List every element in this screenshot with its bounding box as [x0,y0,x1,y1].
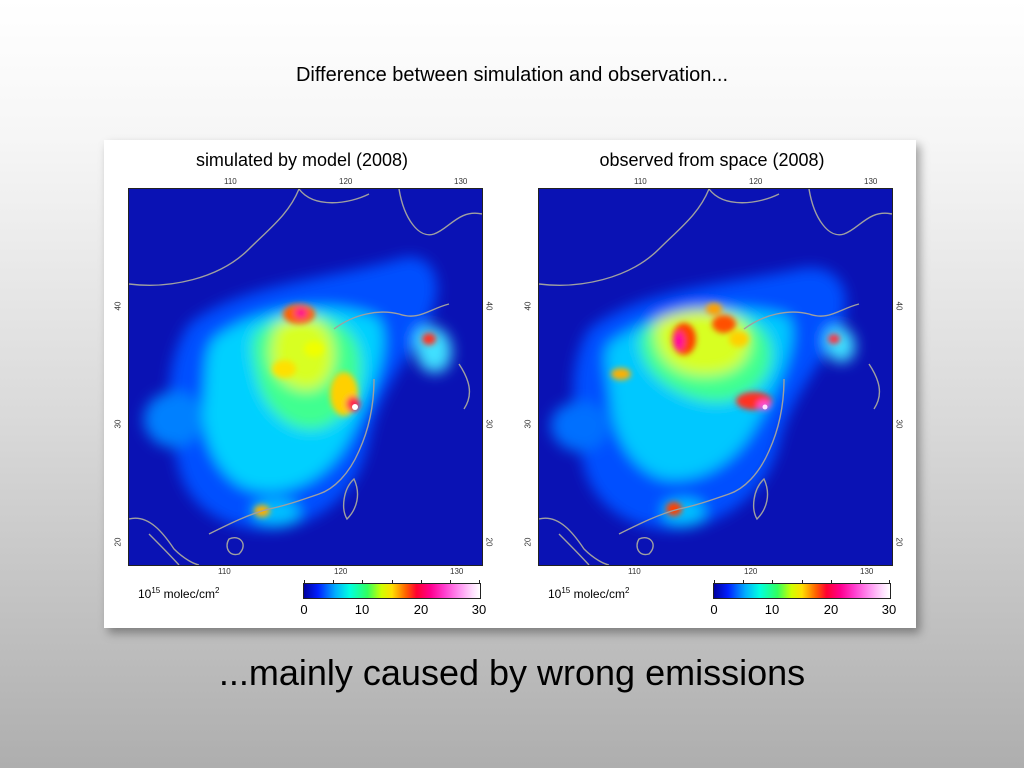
lon-tick-top: 130 [864,177,878,186]
colorbar [713,580,891,599]
slide-title: Difference between simulation and observ… [295,64,729,86]
no2-map-image [539,189,892,565]
panel-observed: observed from space (2008) 110 120 130 4… [522,140,922,628]
lon-tick-top: 120 [339,177,353,186]
lon-tick-bottom: 110 [628,567,641,576]
lat-tick-left: 20 [523,537,533,547]
lat-tick-left: 30 [113,419,123,429]
colorbar-label: 20 [413,602,429,617]
colorbar-label: 10 [764,602,780,617]
unit-label: 1015 molec/cm2 [548,586,630,601]
colorbar-label: 10 [354,602,370,617]
colorbar-label: 30 [471,602,487,617]
lat-tick-right: 40 [484,301,494,311]
panel-simulated: simulated by model (2008) 110 120 130 40… [112,140,512,628]
lon-tick-bottom: 130 [860,567,874,576]
colorbar-label: 0 [710,602,718,617]
panel-title: observed from space (2008) [599,150,825,170]
colorbar-label: 20 [823,602,839,617]
colorbar-label: 0 [300,602,308,617]
lat-tick-right: 30 [484,419,494,429]
lon-tick-bottom: 110 [218,567,231,576]
no2-map-simulated [128,188,483,566]
lon-tick-top: 110 [634,177,647,186]
lon-tick-bottom: 120 [334,567,348,576]
lat-tick-left: 40 [523,301,533,311]
lat-tick-left: 20 [113,537,123,547]
slide-caption: ...mainly caused by wrong emissions [218,652,806,693]
figure-panel: simulated by model (2008) 110 120 130 40… [104,140,916,628]
colorbar [303,580,481,599]
lon-tick-top: 110 [224,177,237,186]
lon-tick-top: 120 [749,177,763,186]
no2-map-observed [538,188,893,566]
lon-tick-bottom: 130 [450,567,464,576]
no2-map-image [129,189,482,565]
lat-tick-right: 20 [484,537,494,547]
lat-tick-right: 20 [894,537,904,547]
lat-tick-right: 30 [894,419,904,429]
unit-label: 1015 molec/cm2 [138,586,220,601]
lon-tick-top: 130 [454,177,468,186]
colorbar-label: 30 [881,602,897,617]
panel-title: simulated by model (2008) [195,150,409,170]
lat-tick-right: 40 [894,301,904,311]
lat-tick-left: 40 [113,301,123,311]
lon-tick-bottom: 120 [744,567,758,576]
lat-tick-left: 30 [523,419,533,429]
